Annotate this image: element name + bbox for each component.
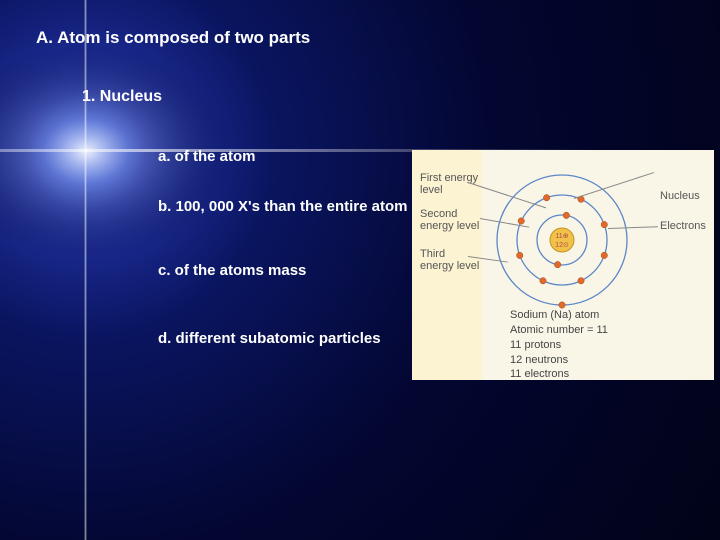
subheading-1: 1. Nucleus (82, 88, 162, 106)
label-third-energy: Third energy level (420, 248, 480, 272)
diagram-caption: Sodium (Na) atomAtomic number = 1111 pro… (510, 308, 608, 380)
label-electrons: Electrons (660, 220, 706, 232)
item-d: d. different subatomic particles (158, 330, 408, 349)
label-nucleus: Nucleus (660, 190, 700, 202)
item-b: b. 100, 000 X's than the entire atom (158, 198, 408, 217)
svg-text:11⊕: 11⊕ (555, 233, 568, 240)
item-a: a. of the atom (158, 148, 408, 167)
atom-diagram: 11⊕12⊙ First energy level Second energy … (412, 150, 714, 380)
item-c: c. of the atoms mass (158, 262, 408, 281)
svg-text:12⊙: 12⊙ (555, 242, 569, 249)
label-second-energy: Second energy level (420, 208, 490, 232)
heading-a: A. Atom is composed of two parts (36, 28, 310, 48)
